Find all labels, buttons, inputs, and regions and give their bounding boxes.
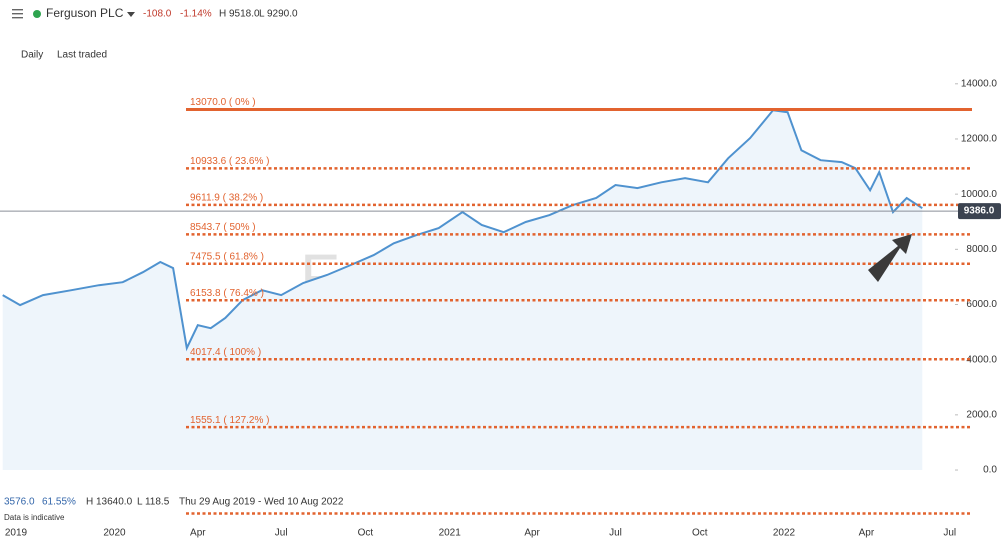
y-tick-label: 8000.0 [966,244,997,255]
low: L 9290.0 [259,9,298,20]
x-tick-label: Oct [692,528,708,539]
stat1: 3576.0 [4,497,35,508]
price-line [2,109,923,352]
y-tick-label: 0.0 [983,465,997,476]
x-tick-label: 2021 [439,528,462,539]
x-tick-label: Jul [609,528,622,539]
x-tick-label: 2019 [5,528,28,539]
status-dot [33,10,41,18]
fib-label: 10933.6 ( 23.6% ) [190,156,270,167]
fib-label: 1555.1 ( 127.2% ) [190,415,270,426]
y-tick-label: 14000.0 [961,78,998,89]
y-tick-label: 4000.0 [966,354,997,365]
high: H 9518.0 [219,9,260,20]
x-tick-label: 2022 [773,528,796,539]
x-tick-label: Jul [943,528,956,539]
change: -108.0 [143,9,172,20]
y-tick-label: 2000.0 [966,409,997,420]
stat2: 61.55% [42,497,76,508]
last-price-label: 9386.0 [964,206,995,217]
fib-label: 8543.7 ( 50% ) [190,222,256,233]
instrument-name[interactable]: Ferguson PLC [46,6,124,20]
fib-label: 4017.4 ( 100% ) [190,347,261,358]
area-fill [2,110,923,471]
range-high: H 13640.0 [86,497,133,508]
x-tick-label: Oct [358,528,374,539]
fib-label: 9611.9 ( 38.2% ) [190,192,263,203]
note: Data is indicative [4,513,65,522]
change-pct: -1.14% [180,9,212,20]
menu-icon[interactable] [12,9,23,19]
y-tick-label: 12000.0 [961,134,998,145]
y-tick-label: 6000.0 [966,299,997,310]
fib-label: 13070.0 ( 0% ) [190,97,256,108]
x-tick-label: 2020 [103,528,126,539]
arrow-icon [868,234,912,282]
x-tick-label: Apr [859,528,875,539]
interval[interactable]: Daily [21,50,43,61]
last-price-box [958,203,1001,220]
x-tick-label: Jul [275,528,288,539]
price-type[interactable]: Last traded [57,50,107,61]
range-low: L 118.5 [137,497,170,508]
y-tick-label: 10000.0 [961,189,998,200]
x-tick-label: Apr [190,528,206,539]
x-tick-label: Apr [524,528,540,539]
dropdown-caret[interactable] [127,12,135,17]
fib-label: 6153.8 ( 76.4% ) [190,288,264,299]
date-range: Thu 29 Aug 2019 - Wed 10 Aug 2022 [179,497,344,508]
fib-label: 7475.5 ( 61.8% ) [190,251,264,262]
